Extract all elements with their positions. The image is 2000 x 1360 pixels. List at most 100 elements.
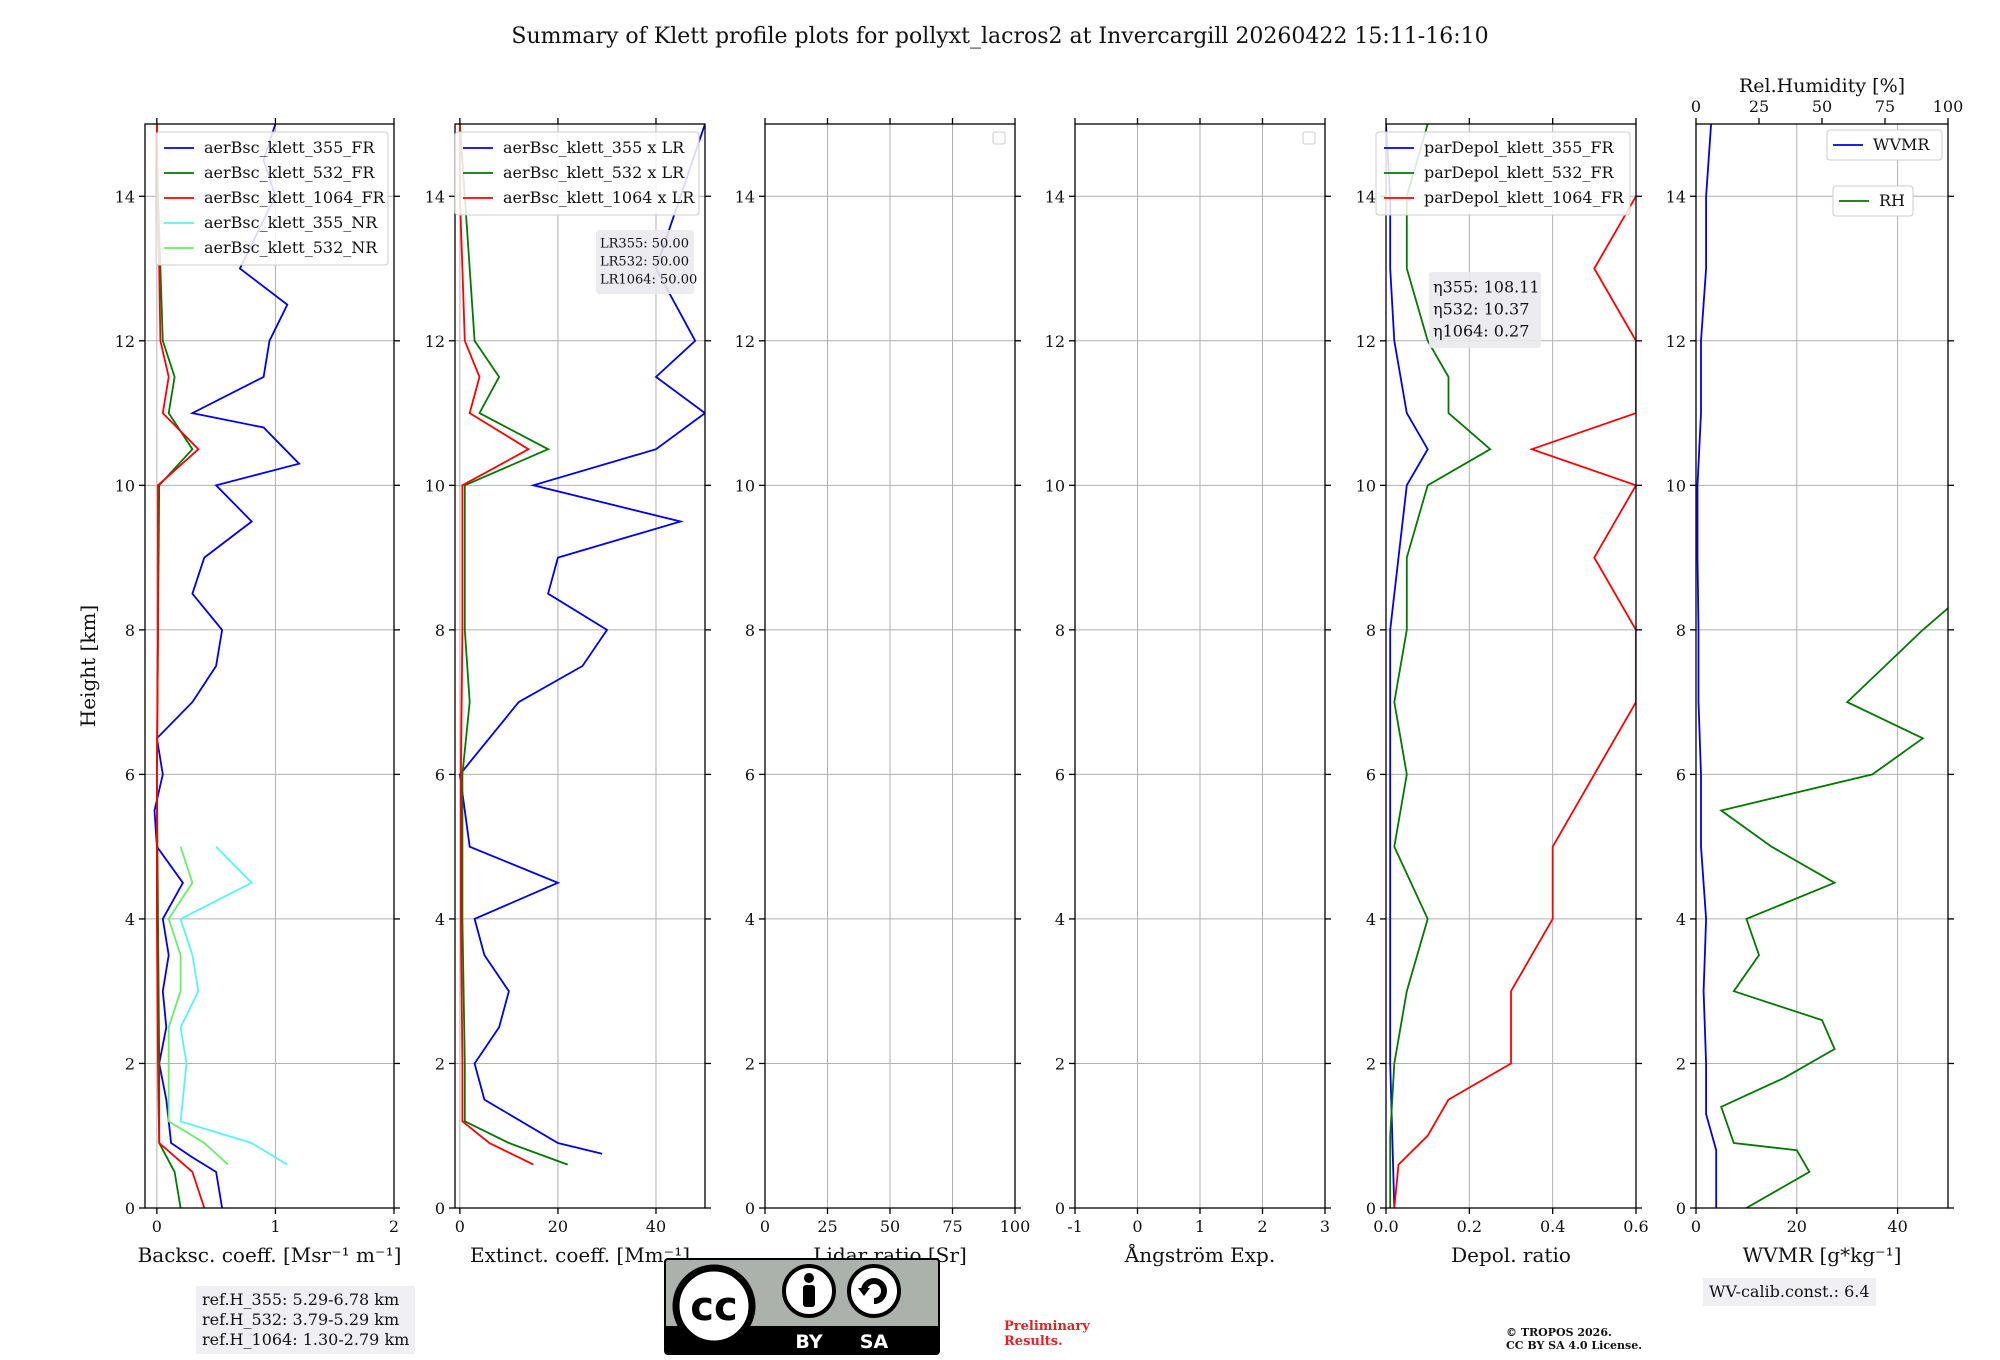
x-tick-label: 2	[1257, 1217, 1267, 1236]
y-tick-label: 6	[125, 765, 135, 784]
axes-frame	[454, 123, 706, 1209]
annotation-line: LR532: 50.00	[600, 255, 689, 270]
series-line-WVMR	[1696, 124, 1718, 1208]
annotation-box: LR355: 50.00 LR532: 50.00 LR1064: 50.00	[596, 230, 697, 294]
y-tick-label: 2	[435, 1054, 445, 1073]
y-tick-label: 0	[745, 1199, 755, 1218]
x-tick-label: 0.4	[1540, 1217, 1565, 1236]
annotation-line: η355: 108.11	[1433, 278, 1540, 297]
x-axis-label: Backsc. coeff. [Msr⁻¹ m⁻¹]	[138, 1243, 402, 1267]
legend-label: WVMR	[1873, 135, 1930, 154]
y-tick-label: 14	[735, 187, 755, 206]
x-tick-label: -1	[1067, 1217, 1083, 1236]
legend-label: aerBsc_klett_532 x LR	[503, 163, 685, 182]
legend-box	[155, 131, 389, 266]
series-line-aerBsc_klett_532 x LR	[459, 124, 569, 1166]
annotation-line: LR1064: 50.00	[600, 273, 697, 288]
legend-label: parDepol_klett_532_FR	[1424, 163, 1615, 182]
legend: parDepol_klett_355_FR parDepol_klett_532_…	[1375, 131, 1631, 216]
top-x-tick-label: 75	[1875, 97, 1895, 116]
annotation-line: η1064: 0.27	[1433, 322, 1529, 341]
y-tick-label: 12	[1666, 332, 1686, 351]
legend-WVMR: WVMR	[1826, 129, 1943, 161]
y-tick-label: 14	[1666, 187, 1686, 206]
wv-calib-box: WV-calib.const.: 6.4	[1703, 1278, 1876, 1306]
sa-cycle-arrow	[861, 1278, 887, 1304]
legend-label: aerBsc_klett_355_FR	[204, 138, 375, 157]
cc-by-sa-license-logo: cc BY SA	[664, 1258, 940, 1355]
legend-label: aerBsc_klett_355 x LR	[503, 138, 685, 157]
x-tick-label: 75	[942, 1217, 962, 1236]
annotation-bg	[596, 230, 694, 294]
legend-box	[1832, 185, 1914, 217]
legend: aerBsc_klett_355_FR aerBsc_klett_532_FRae…	[155, 131, 389, 266]
figure-title: Summary of Klett profile plots for polly…	[511, 24, 1488, 49]
empty-legend	[992, 131, 1006, 145]
y-tick-label: 4	[1055, 910, 1065, 929]
series-group	[1696, 124, 1948, 1208]
legend-box	[1375, 131, 1631, 216]
y-tick-label: 8	[435, 621, 445, 640]
legend-box	[1826, 129, 1943, 161]
cc-logo-text: cc	[690, 1284, 737, 1330]
x-tick-label: 1	[270, 1217, 280, 1236]
y-axis-label: Height [km]	[76, 605, 100, 727]
y-tick-label: 10	[1666, 476, 1686, 495]
legend-label: aerBsc_klett_532_NR	[204, 238, 378, 257]
sa-cycle-arrowhead	[858, 1288, 870, 1296]
x-axis-label: WVMR [g*kg⁻¹]	[1743, 1243, 1902, 1267]
y-tick-label: 8	[1055, 621, 1065, 640]
axes-frame	[1695, 123, 1949, 1209]
top-x-tick-label: 0	[1691, 97, 1701, 116]
by-label: BY	[795, 1331, 822, 1353]
series-line-aerBsc_klett_532_NR	[167, 846, 229, 1166]
y-tick-label: 12	[1045, 332, 1065, 351]
x-tick-label: 20	[548, 1217, 568, 1236]
x-tick-label: 40	[646, 1217, 666, 1236]
series-line-aerBsc_klett_1064 x LR	[458, 124, 534, 1166]
y-tick-label: 14	[425, 187, 445, 206]
sa-label: SA	[860, 1331, 889, 1353]
annotation-box: η355: 108.11 η532: 10.37 η1064: 0.27	[1429, 272, 1541, 348]
legend-box	[454, 131, 700, 216]
legend-label: aerBsc_klett_355_NR	[204, 213, 378, 232]
x-tick-label: 0.6	[1623, 1217, 1648, 1236]
legend-label: aerBsc_klett_532_FR	[204, 163, 375, 182]
x-tick-label: 40	[1887, 1217, 1907, 1236]
legend-label: parDepol_klett_1064_FR	[1424, 188, 1625, 207]
y-tick-label: 6	[1676, 765, 1686, 784]
y-tick-label: 6	[1055, 765, 1065, 784]
wv-calib-const: WV-calib.const.: 6.4	[1709, 1282, 1870, 1301]
top-x-tick-label: 100	[1933, 97, 1964, 116]
legend-label: aerBsc_klett_1064 x LR	[503, 188, 695, 207]
x-tick-label: 0	[455, 1217, 465, 1236]
copyright-note: © TROPOS 2026. CC BY SA 4.0 License.	[1506, 1326, 1706, 1352]
annotation-bg	[1429, 272, 1541, 348]
x-tick-label: 0.0	[1373, 1217, 1398, 1236]
top-axis-label: Rel.Humidity [%]	[1739, 75, 1905, 97]
y-tick-label: 14	[1356, 187, 1376, 206]
y-tick-label: 10	[1045, 476, 1065, 495]
sa-cycle-icon	[847, 1264, 901, 1318]
x-tick-label: 1	[1195, 1217, 1205, 1236]
top-x-tick-label: 25	[1749, 97, 1769, 116]
axes-frame	[1385, 123, 1637, 1209]
y-tick-label: 10	[115, 476, 135, 495]
y-tick-label: 4	[1366, 910, 1376, 929]
legend: aerBsc_klett_355 x LR aerBsc_klett_532 x …	[454, 131, 700, 216]
y-tick-label: 2	[1055, 1054, 1065, 1073]
y-tick-label: 8	[1366, 621, 1376, 640]
x-tick-label: 20	[1787, 1217, 1807, 1236]
y-tick-label: 8	[745, 621, 755, 640]
x-axis-label: Extinct. coeff. [Mm⁻¹]	[470, 1243, 690, 1267]
legend-label: aerBsc_klett_1064_FR	[204, 188, 386, 207]
x-axis-label: Depol. ratio	[1451, 1243, 1571, 1267]
panel-wvmr: 0 20 40 0 2 4 6 8 10 12 14 0 25 50 75 100 Rel.Humidity […	[1666, 75, 1964, 1267]
y-tick-label: 4	[435, 910, 445, 929]
x-tick-label: 0	[1132, 1217, 1142, 1236]
y-tick-label: 2	[125, 1054, 135, 1073]
ref-height-532: ref.H_532: 3.79-5.29 km	[202, 1310, 400, 1329]
copyright-line-2: CC BY SA 4.0 License.	[1506, 1339, 1643, 1352]
